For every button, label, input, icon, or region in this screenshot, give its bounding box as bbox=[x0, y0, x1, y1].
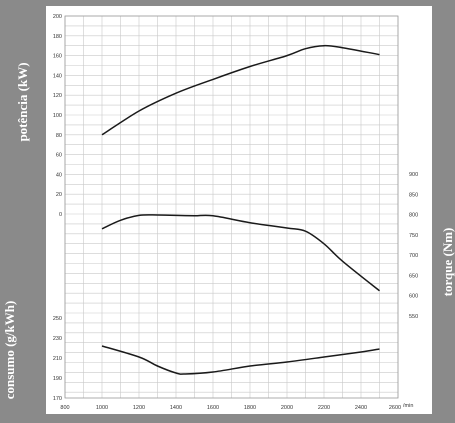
power-tick-label: 200 bbox=[53, 14, 62, 20]
x-tick-label: 2000 bbox=[281, 405, 293, 411]
x-tick-label: 1600 bbox=[207, 405, 219, 411]
torque-tick-label: 850 bbox=[409, 192, 418, 198]
power-axis-label: potência (kW) bbox=[15, 62, 30, 141]
consumption-axis-label: consumo (g/kWh) bbox=[2, 301, 17, 400]
power-tick-label: 60 bbox=[56, 153, 62, 159]
consumption-tick-label: 250 bbox=[53, 316, 62, 322]
torque-tick-label: 900 bbox=[409, 172, 418, 178]
power-tick-label: 40 bbox=[56, 172, 62, 178]
consumption-curve bbox=[101, 345, 380, 375]
torque-tick-label: 750 bbox=[409, 233, 418, 239]
torque-tick-label: 800 bbox=[409, 213, 418, 219]
power-tick-label: 0 bbox=[59, 212, 62, 218]
power-tick-label: 80 bbox=[56, 133, 62, 139]
x-tick-label: 1400 bbox=[170, 405, 182, 411]
torque-axis-label: torque (Nm) bbox=[440, 228, 455, 297]
plot-frame bbox=[64, 15, 399, 399]
x-tick-label: 2200 bbox=[318, 405, 330, 411]
consumption-tick-label: 190 bbox=[53, 376, 62, 382]
torque-tick-label: 550 bbox=[409, 314, 418, 320]
x-tick-label: 2600 bbox=[389, 405, 401, 411]
torque-tick-label: 600 bbox=[409, 294, 418, 300]
power-tick-label: 140 bbox=[53, 73, 62, 79]
power-tick-label: 180 bbox=[53, 34, 62, 40]
x-tick-label: 2400 bbox=[355, 405, 367, 411]
x-tick-label: 1200 bbox=[133, 405, 145, 411]
chart-panel bbox=[46, 6, 432, 414]
x-tick-label: 1000 bbox=[96, 405, 108, 411]
curves bbox=[101, 44, 380, 375]
x-unit-label: /min bbox=[403, 403, 413, 409]
power-curve bbox=[101, 44, 380, 136]
x-tick-label: 800 bbox=[60, 405, 69, 411]
x-tick-label: 1800 bbox=[244, 405, 256, 411]
power-tick-label: 100 bbox=[53, 113, 62, 119]
power-tick-label: 20 bbox=[56, 192, 62, 198]
consumption-tick-label: 170 bbox=[53, 396, 62, 402]
consumption-tick-label: 230 bbox=[53, 336, 62, 342]
power-tick-label: 120 bbox=[53, 93, 62, 99]
consumption-tick-label: 210 bbox=[53, 356, 62, 362]
torque-curve bbox=[101, 214, 380, 292]
power-tick-label: 160 bbox=[53, 54, 62, 60]
torque-tick-label: 700 bbox=[409, 253, 418, 259]
torque-tick-label: 650 bbox=[409, 273, 418, 279]
tick-labels: 2001801601401201008060402009008508007507… bbox=[53, 14, 418, 411]
